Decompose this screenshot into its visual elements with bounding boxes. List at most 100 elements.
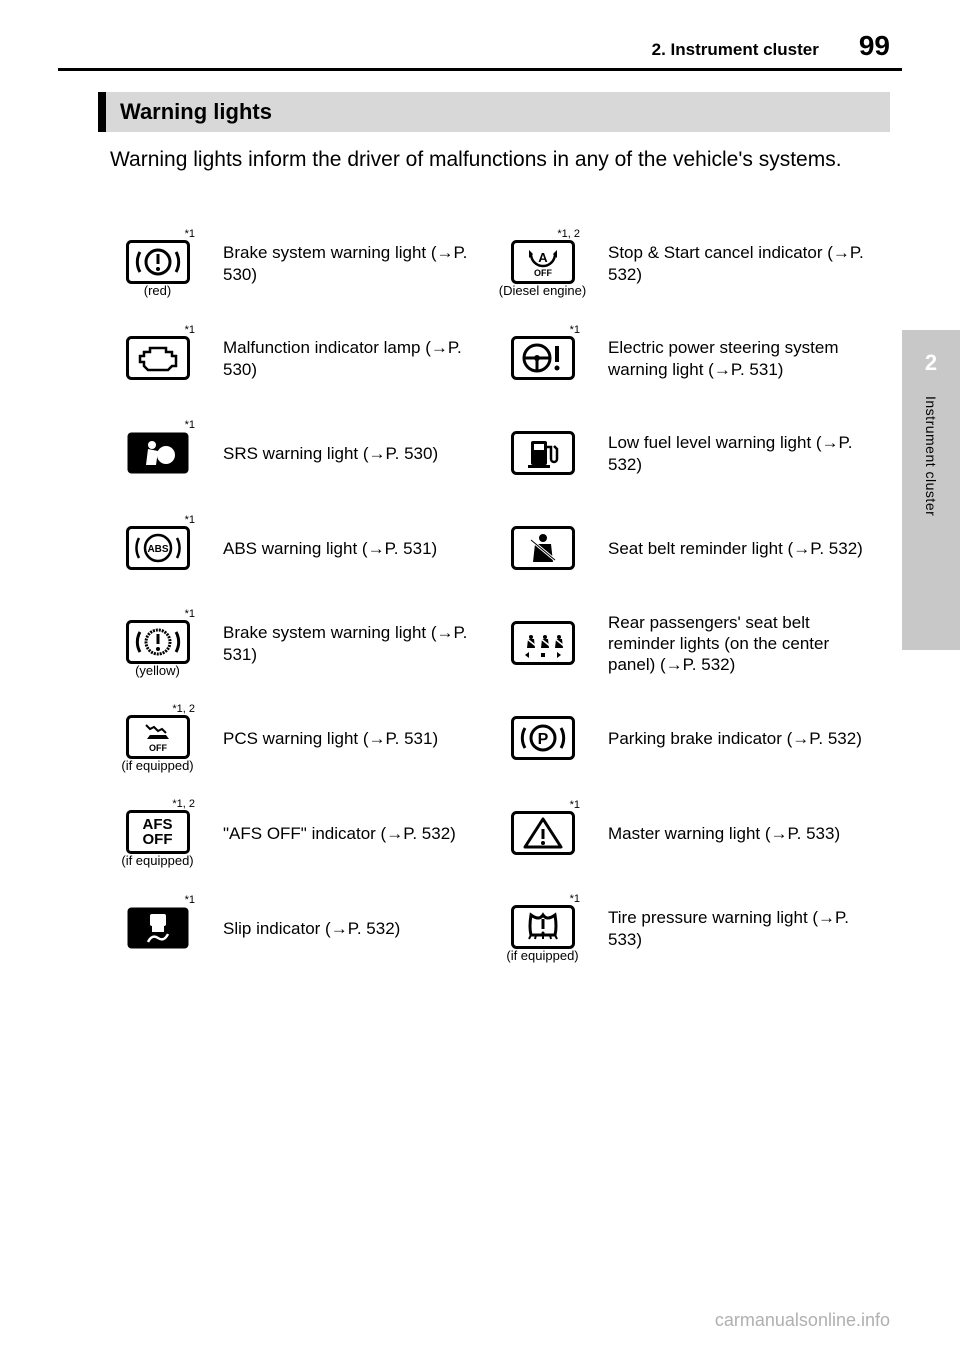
icon-subtitle: (Diesel engine): [499, 284, 586, 298]
right-column: *1, 2 A OFF (Diesel engine) Stop & Start …: [495, 216, 870, 976]
footnote-marker: *1: [110, 894, 205, 906]
warning-row: Low fuel level warning light (→P. 532): [495, 406, 870, 501]
footnote-marker: *1, 2: [495, 228, 590, 240]
warning-light-grid: *1 (red) Brake system warning light (→P.…: [110, 216, 870, 976]
warning-row: *1 (if equipped) Tire pressure warning l…: [495, 881, 870, 976]
srs-icon: [126, 431, 190, 475]
watermark: carmanualsonline.info: [715, 1310, 890, 1331]
warning-row: *1 Electric power steering system warnin…: [495, 311, 870, 406]
warning-description: Electric power steering system warning l…: [608, 337, 870, 380]
page-header: 2. Instrument cluster 99: [0, 30, 960, 62]
section-title: Warning lights: [120, 99, 272, 125]
footnote-marker: *1: [495, 799, 590, 811]
footnote-marker: *1: [110, 419, 205, 431]
icon-cell: *1, 2 OFF (if equipped): [110, 703, 205, 773]
warning-description: Low fuel level warning light (→P. 532): [608, 432, 870, 475]
icon-cell: *1: [495, 324, 590, 394]
footnote-marker: *1, 2: [110, 703, 205, 715]
warning-row: *1 Master warning light (→P. 533): [495, 786, 870, 881]
seatbelt-icon: [511, 526, 575, 570]
pcs-icon: OFF: [126, 715, 190, 759]
warning-description: SRS warning light (→P. 530): [223, 443, 485, 464]
footnote-marker: *1: [110, 514, 205, 526]
tpms-icon: [511, 905, 575, 949]
icon-cell: [495, 514, 590, 584]
brake-yel-icon: [126, 620, 190, 664]
warning-description: Malfunction indicator lamp (→P. 530): [223, 337, 485, 380]
side-tab-number: 2: [925, 350, 937, 376]
section-header: Warning lights: [98, 92, 890, 132]
icon-subtitle: (yellow): [135, 664, 180, 678]
afs-icon: AFSOFF: [126, 810, 190, 854]
icon-cell: P: [495, 704, 590, 774]
warning-row: *1 Malfunction indicator lamp (→P. 530): [110, 311, 485, 406]
footnote-marker: [495, 419, 590, 431]
header-section: 2. Instrument cluster: [652, 40, 819, 60]
warning-description: Stop & Start cancel indicator (→P. 532): [608, 242, 870, 285]
warning-description: Parking brake indicator (→P. 532): [608, 728, 870, 749]
warning-description: Rear passengers' seat belt reminder ligh…: [608, 612, 870, 676]
svg-text:OFF: OFF: [149, 743, 167, 753]
brake-red-icon: [126, 240, 190, 284]
side-tab-label: Instrument cluster: [923, 396, 939, 516]
warning-row: P Parking brake indicator (→P. 532): [495, 691, 870, 786]
warning-row: *1 (red) Brake system warning light (→P.…: [110, 216, 485, 311]
warning-row: *1 Slip indicator (→P. 532): [110, 881, 485, 976]
stopstart-icon: A OFF: [511, 240, 575, 284]
warning-row: *1, 2 OFF (if equipped) PCS warning ligh…: [110, 691, 485, 786]
icon-cell: *1 (red): [110, 228, 205, 298]
warning-description: Brake system warning light (→P. 531): [223, 622, 485, 665]
footnote-marker: [495, 704, 590, 716]
warning-row: Seat belt reminder light (→P. 532): [495, 501, 870, 596]
warning-row: Rear passengers' seat belt reminder ligh…: [495, 596, 870, 691]
warning-row: *1, 2 AFSOFF (if equipped) "AFS OFF" ind…: [110, 786, 485, 881]
icon-cell: *1: [495, 799, 590, 869]
svg-text:P: P: [537, 731, 548, 748]
svg-text:A: A: [538, 250, 548, 265]
parking-icon: P: [511, 716, 575, 760]
icon-cell: [495, 609, 590, 679]
footnote-marker: *1, 2: [110, 798, 205, 810]
side-tab: 2 Instrument cluster: [902, 330, 960, 650]
icon-subtitle: (if equipped): [121, 759, 193, 773]
footnote-marker: [495, 514, 590, 526]
warning-row: *1, 2 A OFF (Diesel engine) Stop & Start …: [495, 216, 870, 311]
warning-description: "AFS OFF" indicator (→P. 532): [223, 823, 485, 844]
warning-description: Brake system warning light (→P. 530): [223, 242, 485, 285]
fuel-icon: [511, 431, 575, 475]
svg-text:ABS: ABS: [147, 544, 168, 555]
warning-description: Master warning light (→P. 533): [608, 823, 870, 844]
svg-text:OFF: OFF: [534, 268, 552, 278]
icon-cell: *1: [110, 894, 205, 964]
icon-subtitle: (if equipped): [121, 854, 193, 868]
abs-icon: ABS: [126, 526, 190, 570]
icon-subtitle: (if equipped): [506, 949, 578, 963]
icon-cell: *1 (yellow): [110, 608, 205, 678]
master-icon: [511, 811, 575, 855]
engine-icon: [126, 336, 190, 380]
warning-row: *1 (yellow) Brake system warning light (…: [110, 596, 485, 691]
warning-description: Tire pressure warning light (→P. 533): [608, 907, 870, 950]
warning-description: Slip indicator (→P. 532): [223, 918, 485, 939]
rearbelt-icon: [511, 621, 575, 665]
warning-row: *1 ABS ABS warning light (→P. 531): [110, 501, 485, 596]
eps-icon: [511, 336, 575, 380]
footnote-marker: *1: [110, 228, 205, 240]
footnote-marker: *1: [495, 324, 590, 336]
icon-cell: *1 ABS: [110, 514, 205, 584]
left-column: *1 (red) Brake system warning light (→P.…: [110, 216, 485, 976]
intro-text: Warning lights inform the driver of malf…: [110, 146, 870, 174]
footnote-marker: *1: [110, 608, 205, 620]
icon-cell: *1: [110, 419, 205, 489]
header-page-number: 99: [859, 30, 890, 62]
footnote-marker: [495, 609, 590, 621]
icon-cell: *1, 2 AFSOFF (if equipped): [110, 798, 205, 868]
warning-description: PCS warning light (→P. 531): [223, 728, 485, 749]
warning-row: *1 SRS warning light (→P. 530): [110, 406, 485, 501]
icon-cell: *1, 2 A OFF (Diesel engine): [495, 228, 590, 298]
footnote-marker: *1: [110, 324, 205, 336]
icon-cell: *1: [110, 324, 205, 394]
footnote-marker: *1: [495, 893, 590, 905]
slip-icon: [126, 906, 190, 950]
warning-description: ABS warning light (→P. 531): [223, 538, 485, 559]
